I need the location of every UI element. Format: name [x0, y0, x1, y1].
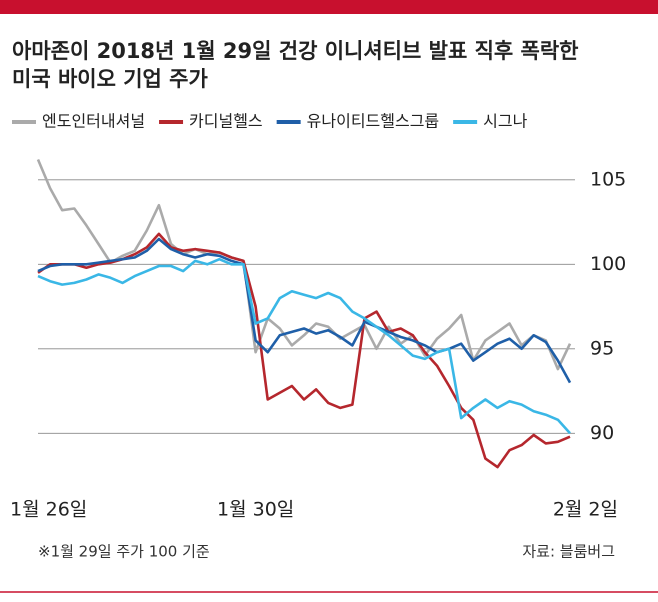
series-line — [36, 158, 572, 371]
y-tick-label: 105 — [590, 168, 626, 190]
y-tick-label: 90 — [590, 422, 614, 444]
legend-label: 카디널헬스 — [189, 112, 263, 131]
x-tick-label: 2월 2일 — [553, 499, 618, 521]
y-tick-label: 100 — [590, 253, 626, 275]
top-bar — [0, 0, 658, 14]
note: ※1월 29일 주가 100 기준 — [38, 543, 210, 561]
legend-label: 시그나 — [483, 112, 527, 131]
chart-title: 아마존이 2018년 1월 29일 건강 이니셔티브 발표 직후 폭락한 — [12, 39, 579, 63]
chart-title: 미국 바이오 기업 주가 — [12, 67, 208, 91]
x-tick-label: 1월 30일 — [217, 499, 294, 521]
series-line — [37, 257, 571, 435]
series-line — [37, 237, 572, 384]
source: 자료: 블룸버그 — [522, 543, 615, 561]
y-tick-label: 95 — [590, 337, 614, 359]
x-tick-label: 1월 26일 — [10, 499, 87, 521]
legend-label: 엔도인터내셔널 — [42, 112, 145, 131]
series-line — [37, 232, 571, 469]
legend-label: 유나이티드헬스그룹 — [307, 112, 439, 131]
